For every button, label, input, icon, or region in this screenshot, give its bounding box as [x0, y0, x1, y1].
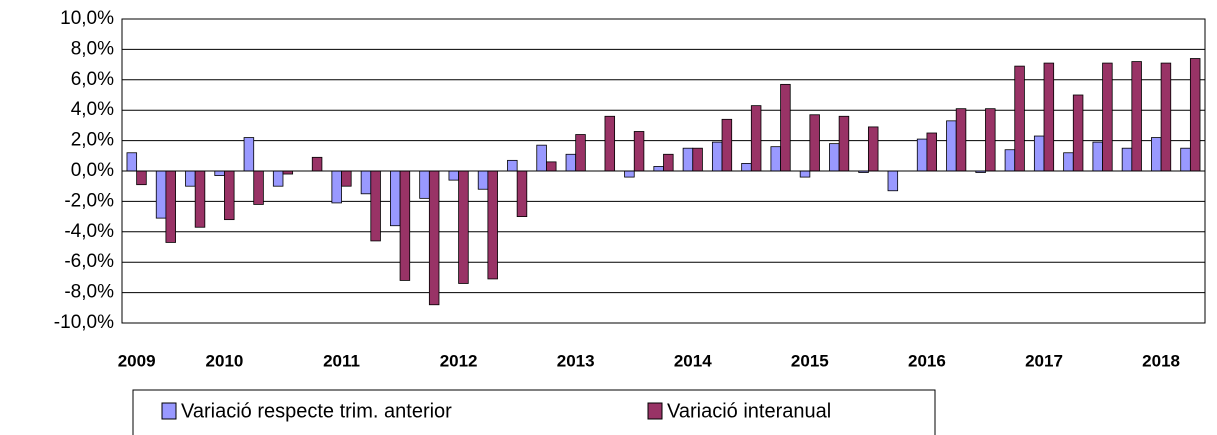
- bar: [916, 138, 928, 172]
- y-tick-label: -6,0%: [64, 251, 114, 272]
- bar: [780, 83, 791, 172]
- x-tick-label: 2012: [440, 351, 478, 370]
- bar: [1160, 62, 1172, 172]
- y-tick-label: -4,0%: [64, 221, 114, 242]
- bar: [253, 170, 264, 205]
- bar: [458, 170, 469, 284]
- bar: [1189, 58, 1201, 172]
- legend-box: [132, 389, 936, 435]
- bar: [1043, 62, 1055, 172]
- bar: [711, 141, 723, 172]
- legend-swatch: [161, 402, 177, 420]
- bar: [185, 170, 196, 187]
- bar: [809, 114, 820, 172]
- x-tick-label: 2011: [323, 351, 360, 370]
- bar: [1092, 141, 1103, 172]
- bar: [165, 170, 176, 243]
- bar: [399, 170, 411, 281]
- x-tick-label: 2013: [557, 351, 595, 370]
- y-tick-label: 8,0%: [71, 38, 114, 59]
- bar: [507, 159, 518, 172]
- bar: [633, 131, 645, 172]
- bar: [985, 108, 996, 172]
- bar: [692, 147, 703, 172]
- bar: [370, 170, 381, 242]
- y-tick-label: 4,0%: [71, 99, 114, 120]
- bar: [604, 115, 616, 172]
- bar: [390, 170, 401, 227]
- bar: [887, 170, 899, 192]
- y-tick-label: 10,0%: [60, 8, 114, 29]
- bar: [770, 146, 781, 172]
- bar: [624, 170, 635, 178]
- x-tick-label: 2010: [206, 351, 244, 370]
- bar: [1063, 152, 1074, 172]
- bar: [663, 153, 674, 172]
- bar: [1131, 61, 1142, 172]
- bar: [224, 170, 235, 221]
- bar: [1072, 94, 1084, 172]
- y-tick-label: 0,0%: [71, 160, 114, 181]
- bar: [536, 144, 547, 172]
- bar: [1151, 137, 1162, 172]
- legend-swatch: [647, 402, 663, 420]
- bar: [126, 152, 138, 172]
- x-tick-label: 2009: [118, 351, 156, 370]
- bar: [653, 166, 664, 172]
- x-tick-label: 2014: [674, 351, 712, 370]
- bar: [1180, 147, 1191, 172]
- bar: [155, 170, 167, 219]
- y-tick-label: -10,0%: [54, 312, 114, 333]
- bar: [799, 170, 811, 178]
- legend-label: Variació respecte trim. anterior: [181, 400, 452, 422]
- legend-label: Variació interanual: [667, 400, 831, 422]
- bar: [946, 120, 957, 172]
- x-tick-label: 2015: [791, 351, 829, 370]
- bar: [829, 143, 840, 172]
- bar: [750, 105, 762, 172]
- bar: [136, 170, 147, 186]
- y-tick-label: 6,0%: [71, 69, 114, 90]
- bar: [360, 170, 372, 195]
- bar: [682, 147, 694, 172]
- bar: [1121, 147, 1133, 172]
- bar: [1033, 135, 1045, 172]
- bar: [194, 170, 206, 228]
- bar: [341, 170, 352, 187]
- bar: [926, 132, 937, 172]
- y-tick-label: -8,0%: [64, 282, 114, 303]
- bar: [428, 170, 440, 306]
- bar: [477, 170, 489, 190]
- bar: [214, 170, 225, 176]
- bar: [565, 153, 577, 172]
- bar: [331, 170, 342, 204]
- bar: [487, 170, 498, 280]
- bar: [721, 118, 733, 172]
- x-tick-label: 2018: [1142, 351, 1180, 370]
- bar: [741, 162, 752, 172]
- bar: [311, 156, 323, 172]
- bar: [575, 134, 586, 172]
- x-tick-label: 2017: [1025, 351, 1063, 370]
- bar: [243, 137, 255, 172]
- bar: [1014, 65, 1025, 172]
- bar: [516, 170, 528, 217]
- bar: [838, 115, 850, 172]
- bar: [272, 170, 284, 187]
- x-tick-label: 2016: [908, 351, 946, 370]
- bar: [546, 161, 557, 172]
- bar: [448, 170, 460, 181]
- bar: [1004, 149, 1016, 172]
- bar: [1102, 62, 1113, 172]
- y-tick-label: 2,0%: [71, 130, 114, 151]
- bar: [867, 126, 879, 172]
- bar: [419, 170, 430, 199]
- y-tick-label: -2,0%: [64, 190, 114, 211]
- bar: [955, 108, 967, 172]
